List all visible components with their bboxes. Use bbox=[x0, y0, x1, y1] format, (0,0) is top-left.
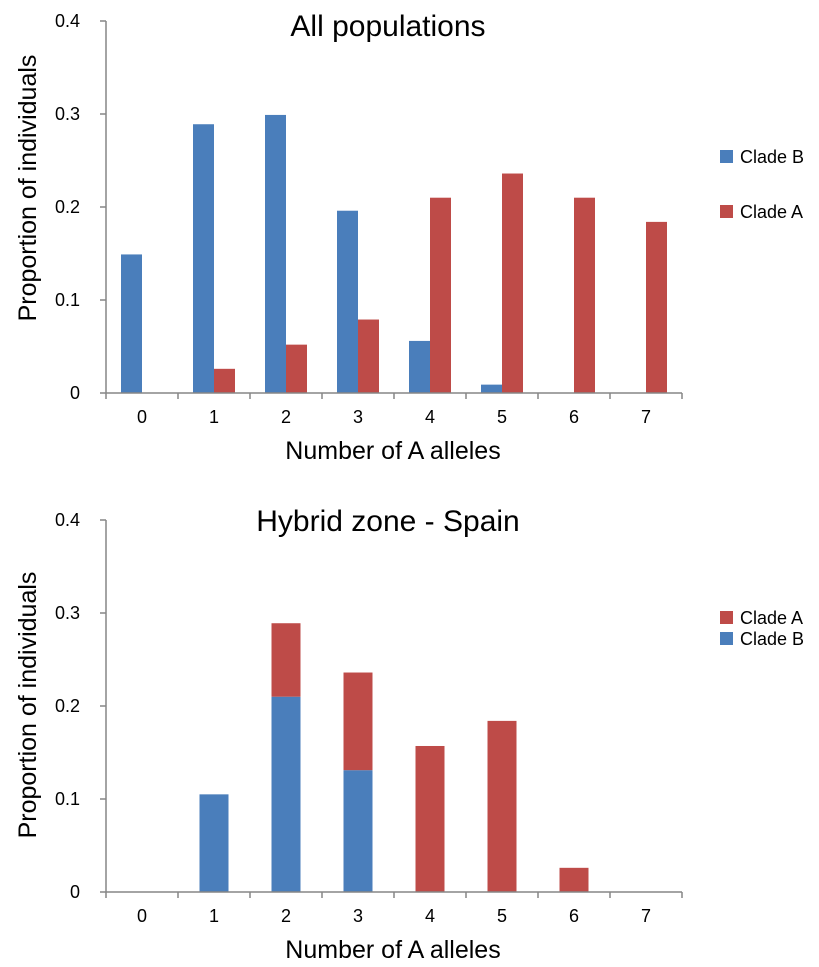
bar-clade-a-4 bbox=[430, 197, 451, 393]
bars bbox=[121, 114, 667, 394]
x-tick-label: 7 bbox=[641, 906, 651, 926]
legend-swatch-clade-b bbox=[720, 632, 733, 645]
bar-clade-b-1 bbox=[193, 124, 214, 393]
legend-label-clade-b: Clade B bbox=[740, 147, 804, 167]
bars bbox=[199, 623, 589, 892]
bar-clade-a-6 bbox=[574, 197, 595, 393]
legend-swatch-clade-a bbox=[720, 611, 733, 624]
x-tick-label: 6 bbox=[569, 906, 579, 926]
chart-hybrid-zone-spain: Hybrid zone - Spain Proportion of indivi… bbox=[14, 505, 804, 964]
x-axis-label: Number of A alleles bbox=[285, 437, 500, 465]
bar-clade-a-6 bbox=[559, 867, 589, 892]
chart-title: All populations bbox=[290, 10, 485, 43]
chart-title: Hybrid zone - Spain bbox=[256, 505, 519, 538]
y-axis-label: Proportion of individuals bbox=[14, 572, 42, 839]
x-tick-label: 0 bbox=[137, 906, 147, 926]
x-ticks: 0 1 2 3 4 5 6 7 bbox=[105, 892, 683, 926]
legend-label-clade-a: Clade A bbox=[740, 608, 803, 628]
bar-clade-a-2 bbox=[271, 623, 301, 697]
y-axis-label: Proportion of individuals bbox=[14, 55, 42, 322]
y-tick-label: 0.3 bbox=[55, 603, 80, 623]
bar-clade-a-1 bbox=[214, 368, 235, 393]
legend-swatch-clade-a bbox=[720, 205, 733, 218]
legend: Clade A Clade B bbox=[720, 608, 804, 649]
y-tick-label: 0.1 bbox=[55, 290, 80, 310]
bar-clade-b-5 bbox=[481, 384, 502, 393]
x-tick-label: 4 bbox=[425, 407, 435, 427]
x-tick-label: 6 bbox=[569, 407, 579, 427]
y-tick-label: 0.4 bbox=[55, 11, 80, 31]
y-tick-label: 0.1 bbox=[55, 789, 80, 809]
bar-clade-b-3 bbox=[337, 210, 358, 393]
bar-clade-b-2 bbox=[271, 696, 301, 892]
bar-clade-b-3 bbox=[343, 770, 373, 892]
y-tick-label: 0.2 bbox=[55, 197, 80, 217]
x-tick-label: 4 bbox=[425, 906, 435, 926]
y-tick-label: 0 bbox=[70, 383, 80, 403]
x-tick-label: 0 bbox=[137, 407, 147, 427]
x-tick-label: 5 bbox=[497, 906, 507, 926]
y-ticks: 0 0.1 0.2 0.3 0.4 bbox=[55, 11, 106, 403]
bar-clade-a-5 bbox=[502, 173, 523, 393]
x-tick-label: 3 bbox=[353, 906, 363, 926]
legend-label-clade-a: Clade A bbox=[740, 202, 803, 222]
bar-clade-a-3 bbox=[343, 672, 373, 771]
y-tick-label: 0.2 bbox=[55, 696, 80, 716]
bar-clade-b-1 bbox=[199, 794, 229, 892]
bar-clade-a-7 bbox=[646, 221, 667, 393]
bar-clade-a-4 bbox=[415, 745, 445, 892]
bar-clade-a-5 bbox=[487, 720, 517, 892]
x-tick-label: 1 bbox=[209, 407, 219, 427]
x-axis-label: Number of A alleles bbox=[285, 936, 500, 964]
x-ticks: 0 1 2 3 4 5 6 7 bbox=[105, 393, 683, 427]
bar-clade-a-2 bbox=[286, 344, 307, 393]
x-tick-label: 2 bbox=[281, 906, 291, 926]
chart-all-populations: All populations Proportion of individual… bbox=[14, 10, 804, 465]
legend-label-clade-b: Clade B bbox=[740, 629, 804, 649]
x-tick-label: 7 bbox=[641, 407, 651, 427]
x-tick-label: 5 bbox=[497, 407, 507, 427]
x-tick-label: 1 bbox=[209, 906, 219, 926]
legend-swatch-clade-b bbox=[720, 150, 733, 163]
y-tick-label: 0.4 bbox=[55, 510, 80, 530]
x-tick-label: 3 bbox=[353, 407, 363, 427]
y-tick-label: 0.3 bbox=[55, 104, 80, 124]
y-tick-label: 0 bbox=[70, 882, 80, 902]
bar-clade-b-4 bbox=[409, 340, 430, 393]
bar-clade-b-2 bbox=[265, 114, 286, 394]
legend: Clade B Clade A bbox=[720, 147, 804, 222]
x-tick-label: 2 bbox=[281, 407, 291, 427]
y-ticks: 0 0.1 0.2 0.3 0.4 bbox=[55, 510, 106, 902]
bar-clade-b-0 bbox=[121, 254, 142, 393]
bar-clade-a-3 bbox=[358, 319, 379, 393]
